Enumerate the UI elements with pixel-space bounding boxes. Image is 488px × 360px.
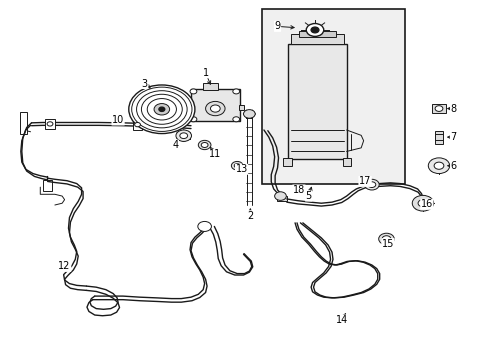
Bar xyxy=(277,197,286,202)
Circle shape xyxy=(47,122,53,126)
Circle shape xyxy=(201,143,207,148)
Circle shape xyxy=(198,140,210,150)
Circle shape xyxy=(434,106,442,111)
Text: 12: 12 xyxy=(58,261,71,271)
Bar xyxy=(290,34,344,44)
Text: 3: 3 xyxy=(142,78,147,89)
Circle shape xyxy=(128,85,195,134)
Circle shape xyxy=(232,117,239,122)
Bar xyxy=(287,44,346,158)
Text: 17: 17 xyxy=(358,176,370,186)
Circle shape xyxy=(190,117,197,122)
Circle shape xyxy=(180,133,187,139)
Text: 11: 11 xyxy=(209,149,221,159)
Circle shape xyxy=(190,89,197,94)
Circle shape xyxy=(305,23,323,36)
Bar xyxy=(283,158,291,166)
Text: 4: 4 xyxy=(172,140,178,150)
Text: 5: 5 xyxy=(305,191,311,201)
Bar xyxy=(431,104,446,113)
Circle shape xyxy=(210,105,220,112)
Bar xyxy=(298,31,335,37)
Bar xyxy=(203,83,217,90)
Text: 13: 13 xyxy=(235,164,247,174)
Circle shape xyxy=(232,89,239,94)
Bar xyxy=(45,119,55,129)
Text: 14: 14 xyxy=(335,315,347,325)
Circle shape xyxy=(367,182,375,188)
Circle shape xyxy=(411,195,433,211)
Circle shape xyxy=(231,161,243,170)
Text: 8: 8 xyxy=(449,104,456,113)
Circle shape xyxy=(433,162,443,169)
Circle shape xyxy=(274,192,286,201)
Circle shape xyxy=(310,27,318,33)
Circle shape xyxy=(134,122,140,127)
Text: 18: 18 xyxy=(292,185,305,195)
Circle shape xyxy=(243,110,255,118)
Bar xyxy=(42,180,52,191)
Circle shape xyxy=(234,163,240,168)
Circle shape xyxy=(427,158,449,174)
Text: 1: 1 xyxy=(202,68,208,78)
Circle shape xyxy=(381,236,390,242)
Circle shape xyxy=(198,221,211,231)
Circle shape xyxy=(205,102,224,116)
Text: 16: 16 xyxy=(420,199,432,209)
Bar xyxy=(261,9,404,184)
Circle shape xyxy=(417,200,427,207)
Bar xyxy=(238,105,244,111)
Bar xyxy=(191,89,239,121)
Text: 2: 2 xyxy=(247,211,253,221)
Bar xyxy=(132,120,142,130)
Text: 6: 6 xyxy=(449,161,456,171)
Circle shape xyxy=(159,107,164,111)
Bar xyxy=(342,158,351,166)
Bar xyxy=(20,112,27,134)
Text: 10: 10 xyxy=(112,115,124,125)
Circle shape xyxy=(364,179,378,190)
Bar xyxy=(434,131,442,144)
Text: 7: 7 xyxy=(449,132,456,142)
Text: 9: 9 xyxy=(274,21,280,31)
Circle shape xyxy=(176,130,191,141)
Text: 15: 15 xyxy=(381,239,393,249)
Circle shape xyxy=(378,233,393,245)
Circle shape xyxy=(154,104,169,115)
